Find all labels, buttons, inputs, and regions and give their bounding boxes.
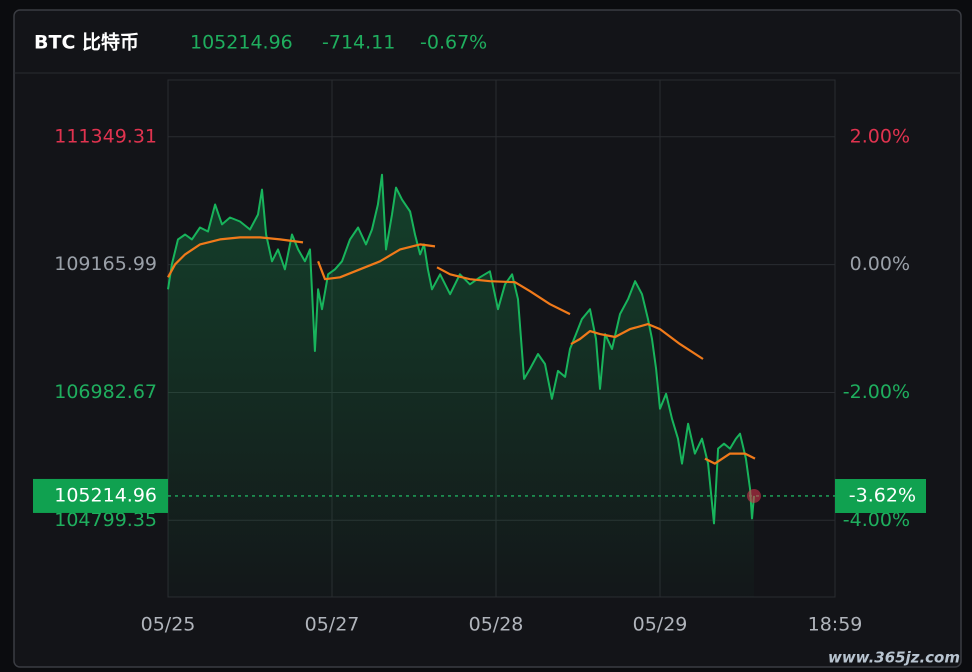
x-tick-label: 05/27 bbox=[305, 614, 360, 636]
last-price-box bbox=[33, 478, 168, 513]
y-tick-label: 104799.35 bbox=[54, 509, 157, 531]
last-pct-label: -3.62% bbox=[849, 485, 916, 507]
price-line bbox=[167, 173, 755, 525]
watermark: www.365jz.com bbox=[828, 649, 960, 667]
change: -714.11 bbox=[322, 32, 395, 54]
last-price-label: 105214.96 bbox=[54, 484, 157, 506]
symbol: BTC 比特币 bbox=[34, 32, 139, 54]
x-tick-label: 18:59 bbox=[808, 614, 863, 636]
x-tick-label: 05/25 bbox=[141, 614, 196, 636]
y2-tick-label: 2.00% bbox=[850, 125, 910, 147]
price: 105214.96 bbox=[190, 32, 293, 54]
y-tick-label: 109165.99 bbox=[54, 253, 157, 275]
x-tick-label: 05/28 bbox=[469, 614, 524, 636]
change-pct: -0.67% bbox=[420, 32, 487, 54]
y2-tick-label: -4.00% bbox=[843, 509, 910, 531]
y-tick-label: 106982.67 bbox=[54, 381, 157, 403]
plot: 05/25 05/27 05/28 05/29 18:59 111349.31 109165… bbox=[33, 79, 926, 636]
y-tick-label: 111349.31 bbox=[54, 125, 157, 147]
last-pct-box bbox=[835, 479, 926, 514]
x-tick-label: 05/29 bbox=[633, 614, 688, 636]
y2-tick-label: 0.00% bbox=[850, 253, 910, 275]
y2-tick-label: -2.00% bbox=[843, 381, 910, 403]
price-area bbox=[168, 174, 754, 597]
last-price-dot bbox=[746, 488, 761, 503]
average-line bbox=[167, 236, 756, 465]
